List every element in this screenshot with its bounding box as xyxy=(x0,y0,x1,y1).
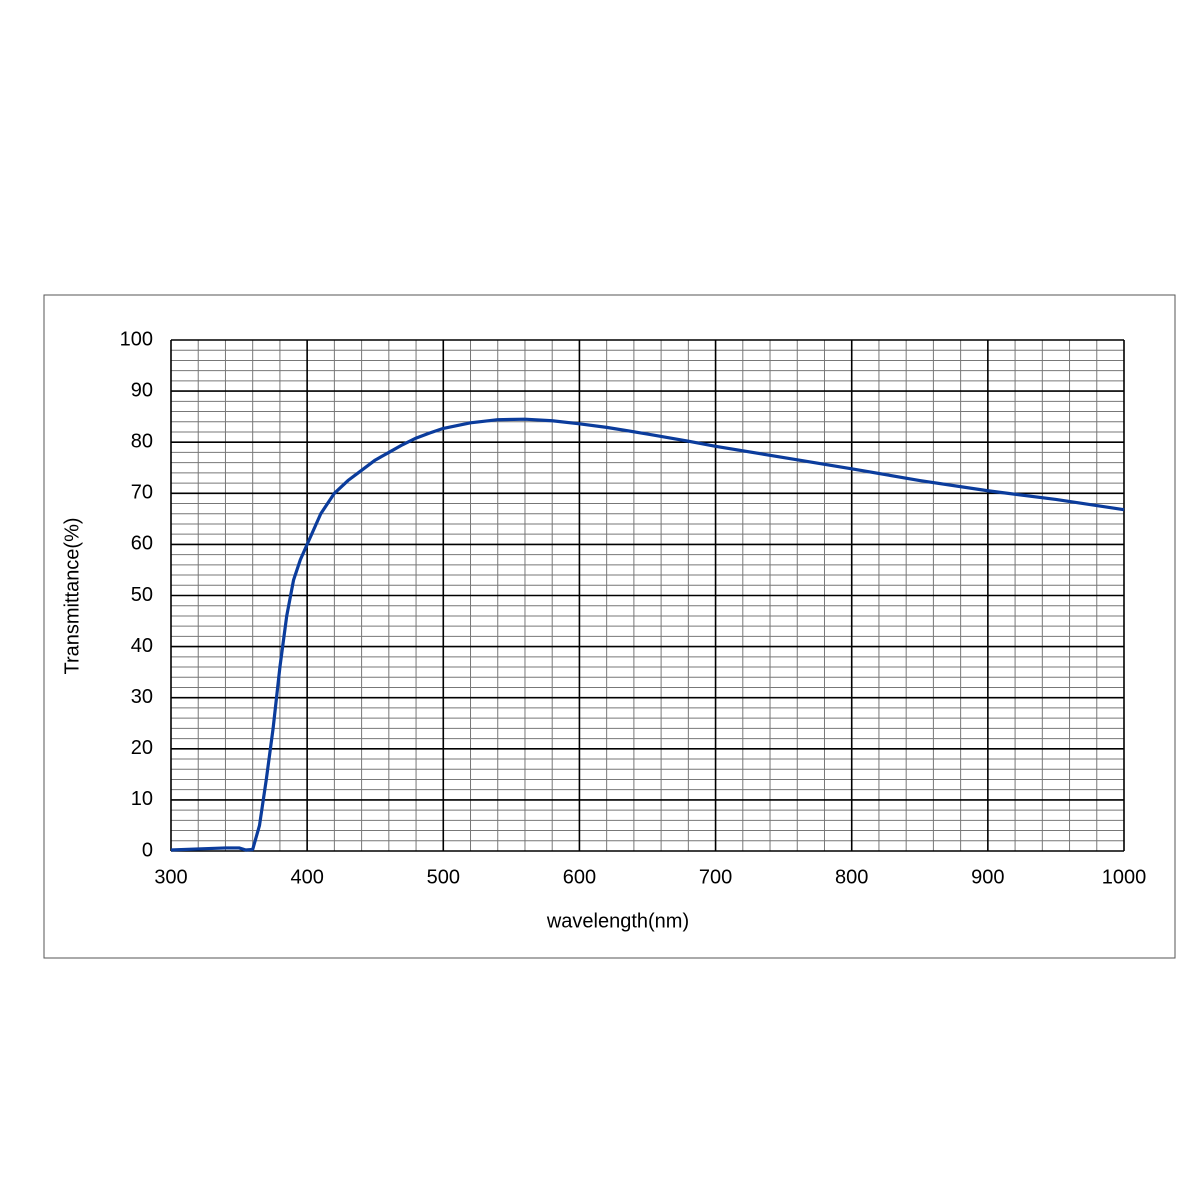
y-tick-label: 60 xyxy=(131,533,153,555)
y-tick-label: 70 xyxy=(131,482,153,504)
y-tick-label: 10 xyxy=(131,788,153,810)
data-line xyxy=(170,417,1125,852)
x-axis-label: wavelength(nm) xyxy=(546,910,689,932)
x-tick-label: 600 xyxy=(563,866,596,888)
y-axis-label: Transmittance(%) xyxy=(61,517,83,674)
y-tick-label: 100 xyxy=(120,328,153,350)
y-tick-label: 80 xyxy=(131,430,153,452)
x-tick-label: 800 xyxy=(835,866,868,888)
x-tick-label: 900 xyxy=(971,866,1004,888)
x-tick-label: 500 xyxy=(427,866,460,888)
y-tick-label: 30 xyxy=(131,686,153,708)
x-tick-label: 300 xyxy=(154,866,187,888)
x-tick-label: 700 xyxy=(699,866,732,888)
y-tick-label: 50 xyxy=(131,584,153,606)
y-tick-label: 90 xyxy=(131,379,153,401)
x-tick-label: 400 xyxy=(290,866,323,888)
y-tick-label: 0 xyxy=(142,839,153,861)
y-tick-label: 20 xyxy=(131,737,153,759)
y-tick-label: 40 xyxy=(131,635,153,657)
x-tick-label: 1000 xyxy=(1102,866,1147,888)
